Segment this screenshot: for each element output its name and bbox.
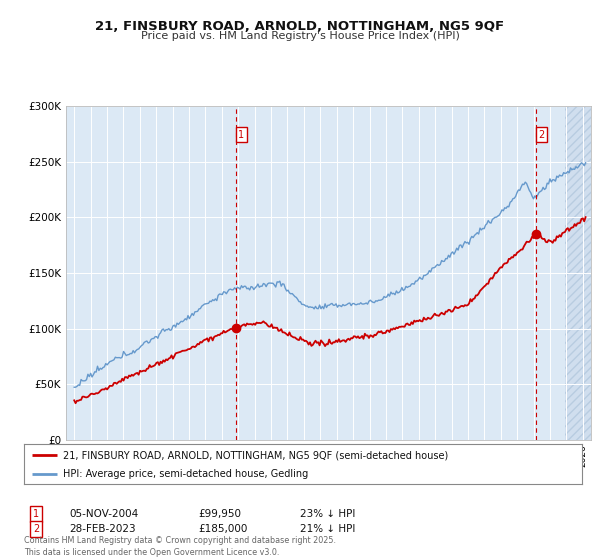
Text: 28-FEB-2023: 28-FEB-2023 <box>69 524 136 534</box>
Text: Price paid vs. HM Land Registry's House Price Index (HPI): Price paid vs. HM Land Registry's House … <box>140 31 460 41</box>
Text: 21, FINSBURY ROAD, ARNOLD, NOTTINGHAM, NG5 9QF (semi-detached house): 21, FINSBURY ROAD, ARNOLD, NOTTINGHAM, N… <box>63 450 448 460</box>
Text: 1: 1 <box>33 509 39 519</box>
Text: HPI: Average price, semi-detached house, Gedling: HPI: Average price, semi-detached house,… <box>63 469 308 479</box>
Text: 2: 2 <box>33 524 39 534</box>
Text: 23% ↓ HPI: 23% ↓ HPI <box>300 509 355 519</box>
Text: 21, FINSBURY ROAD, ARNOLD, NOTTINGHAM, NG5 9QF: 21, FINSBURY ROAD, ARNOLD, NOTTINGHAM, N… <box>95 20 505 32</box>
Bar <box>565 106 591 440</box>
Text: Contains HM Land Registry data © Crown copyright and database right 2025.
This d: Contains HM Land Registry data © Crown c… <box>24 536 336 557</box>
Text: 2: 2 <box>539 130 545 140</box>
Text: 21% ↓ HPI: 21% ↓ HPI <box>300 524 355 534</box>
Text: 05-NOV-2004: 05-NOV-2004 <box>69 509 138 519</box>
Text: £99,950: £99,950 <box>198 509 241 519</box>
Text: 1: 1 <box>238 130 244 140</box>
Text: £185,000: £185,000 <box>198 524 247 534</box>
